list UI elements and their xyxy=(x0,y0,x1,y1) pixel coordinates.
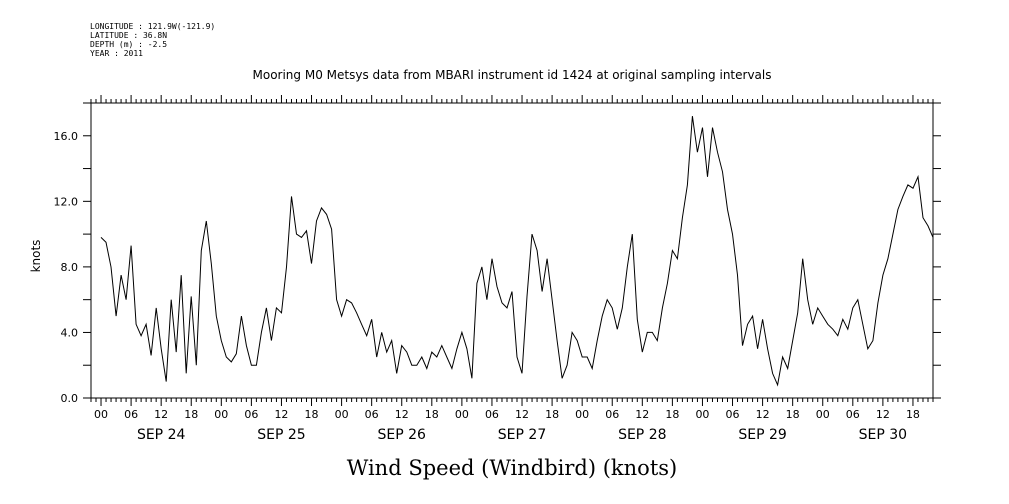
x-tick-label: 12 xyxy=(274,408,288,421)
y-tick-label: 8.0 xyxy=(61,261,79,274)
x-tick-label: 12 xyxy=(756,408,770,421)
x-tick-label: 18 xyxy=(305,408,319,421)
y-tick-label: 16.0 xyxy=(54,130,79,143)
longitude-text: LONGITUDE : 121.9W(-121.9) xyxy=(90,22,216,31)
metadata-block: LONGITUDE : 121.9W(-121.9) LATITUDE : 36… xyxy=(90,22,215,58)
x-tick-label: 18 xyxy=(425,408,439,421)
latitude-text: LATITUDE : 36.8N xyxy=(90,31,168,40)
x-day-label: SEP 25 xyxy=(257,427,305,443)
x-tick-label: 18 xyxy=(545,408,559,421)
x-tick-label: 00 xyxy=(335,408,349,421)
wind-speed-series-line xyxy=(100,116,934,387)
x-tick-label: 06 xyxy=(605,408,619,421)
depth-text: DEPTH (m) : -2.5 xyxy=(90,40,168,49)
axes-group: 00 06 12 18 00 06 12 18 00 06 12 18 00 06 12 18 00 06 12 18… xyxy=(54,95,941,443)
x-tick-label: 18 xyxy=(665,408,679,421)
x-tick-label: 06 xyxy=(365,408,379,421)
x-day-label: SEP 28 xyxy=(618,427,666,443)
y-tick-label: 4.0 xyxy=(61,326,79,339)
x-tick-label: 18 xyxy=(786,408,800,421)
year-text: YEAR : 2011 xyxy=(90,49,143,58)
x-tick-label: 06 xyxy=(485,408,499,421)
x-day-label: SEP 24 xyxy=(137,427,186,443)
x-tick-label: 18 xyxy=(184,408,198,421)
x-tick-label: 12 xyxy=(876,408,890,421)
x-tick-label: 12 xyxy=(154,408,168,421)
chart-title: Mooring M0 Metsys data from MBARI instru… xyxy=(253,68,772,82)
x-tick-label: 12 xyxy=(515,408,529,421)
x-tick-label: 00 xyxy=(816,408,830,421)
y-tick-label: 12.0 xyxy=(54,195,79,208)
x-tick-label: 00 xyxy=(94,408,108,421)
y-tick-label: 0.0 xyxy=(61,392,79,405)
x-tick-label: 12 xyxy=(635,408,649,421)
x-tick-label: 00 xyxy=(695,408,709,421)
x-tick-label: 00 xyxy=(455,408,469,421)
x-tick-label: 06 xyxy=(124,408,138,421)
x-tick-label: 00 xyxy=(575,408,589,421)
x-day-label: SEP 29 xyxy=(738,427,786,443)
plot-frame xyxy=(90,102,934,399)
x-day-label: SEP 26 xyxy=(378,427,427,443)
x-tick-label: 12 xyxy=(395,408,409,421)
x-tick-label: 00 xyxy=(214,408,228,421)
x-tick-label: 06 xyxy=(726,408,740,421)
x-tick-label: 06 xyxy=(846,408,860,421)
series-group xyxy=(100,116,934,387)
x-tick-label: 06 xyxy=(244,408,258,421)
x-day-label: SEP 27 xyxy=(498,427,546,443)
y-axis-label: knots xyxy=(29,240,43,273)
x-day-label: SEP 30 xyxy=(859,427,907,443)
x-axis-label: Wind Speed (Windbird) (knots) xyxy=(347,456,677,480)
x-tick-label: 18 xyxy=(906,408,920,421)
